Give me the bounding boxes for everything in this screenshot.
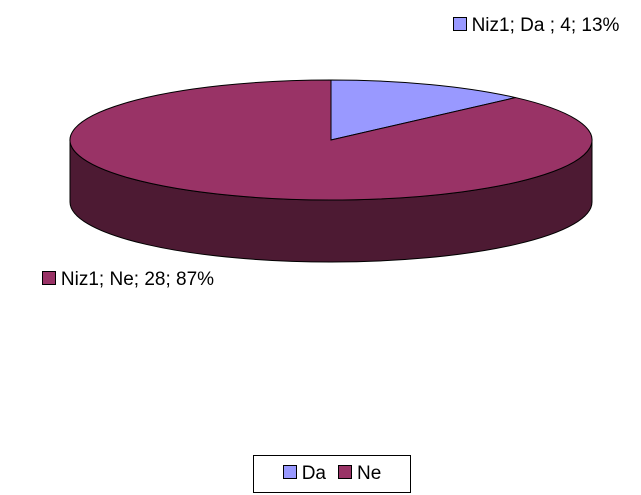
data-label-text: Niz1; Ne; 28; 87% xyxy=(60,269,215,290)
data-label-key xyxy=(41,271,56,285)
legend-label: Ne xyxy=(357,463,382,484)
legend: Da Ne xyxy=(253,455,411,493)
legend-item: Da xyxy=(282,463,326,485)
data-label: Niz1; Ne; 28; 87% xyxy=(10,266,246,294)
slice xyxy=(330,79,516,141)
data-label-key xyxy=(452,17,467,31)
legend-key xyxy=(338,465,352,479)
data-label-text: Niz1; Da ; 4; 13% xyxy=(471,15,620,36)
slice xyxy=(69,79,593,201)
legend-label: Da xyxy=(301,463,326,484)
data-label: Niz1; Da ; 4; 13% xyxy=(432,12,640,40)
legend-key xyxy=(282,465,297,479)
legend-item: Ne xyxy=(338,463,381,485)
